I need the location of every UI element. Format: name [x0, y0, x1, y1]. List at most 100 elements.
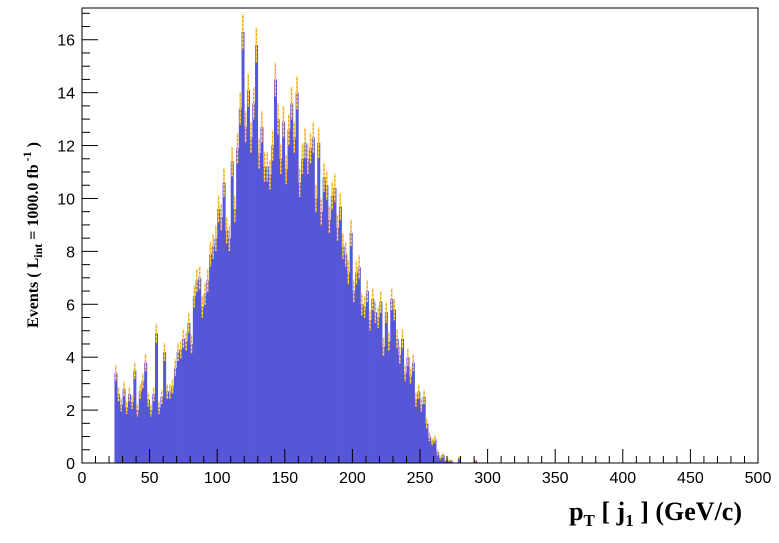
- histogram-bar: [195, 280, 199, 463]
- histogram-bar: [152, 394, 156, 463]
- histogram-bar: [198, 277, 202, 463]
- histogram-bar: [430, 441, 434, 463]
- histogram-bar: [382, 346, 386, 463]
- y-axis-label-middle: = 1000.0 fb: [25, 164, 42, 243]
- histogram-bar: [200, 306, 204, 463]
- histogram-bar: [406, 357, 410, 463]
- histogram-bar: [260, 127, 264, 463]
- histogram-bar: [252, 103, 256, 463]
- y-tick-label: 6: [66, 297, 75, 314]
- histogram-bar: [428, 436, 432, 463]
- histogram-bar: [190, 343, 194, 463]
- histogram-bar: [246, 90, 250, 463]
- histogram-bar: [363, 306, 367, 463]
- y-axis-ticks: 0 2 4 6 8 10 12 14 16: [57, 12, 98, 473]
- histogram-bar: [127, 394, 131, 463]
- histogram-bar: [436, 452, 440, 463]
- y-axis-label-prefix: Events ( L: [25, 258, 42, 328]
- x-tick-label: 200: [339, 470, 366, 487]
- histogram-bar: [263, 166, 267, 463]
- histogram-bar: [328, 219, 332, 463]
- histogram-bar: [133, 370, 137, 463]
- histogram-bar: [409, 375, 413, 463]
- histogram-bar: [325, 185, 329, 464]
- y-tick-label: 12: [57, 139, 75, 156]
- histogram-bar: [203, 293, 207, 463]
- x-axis-label-p-subscript: T: [584, 511, 596, 530]
- histogram-bar: [309, 148, 313, 463]
- histogram-bar: [225, 230, 229, 463]
- histogram-bar: [322, 177, 326, 464]
- histogram-bar: [187, 322, 191, 463]
- x-tick-label: 50: [141, 470, 159, 487]
- histogram-bar: [425, 423, 429, 463]
- x-tick-label: 100: [204, 470, 231, 487]
- histogram-bar: [211, 246, 215, 463]
- histogram-bar: [317, 142, 321, 463]
- histogram-bar: [390, 298, 394, 463]
- histogram-bar: [403, 373, 407, 463]
- histogram-bar: [163, 351, 167, 463]
- histogram-bar: [238, 108, 242, 464]
- histogram-bar: [228, 238, 232, 463]
- histogram-bar: [265, 166, 269, 463]
- histogram-bar: [184, 341, 188, 463]
- histogram-bar: [219, 216, 223, 463]
- histogram-bar: [157, 407, 161, 463]
- histogram-bar: [214, 238, 218, 463]
- histogram-bar: [149, 410, 153, 463]
- histogram-bar: [379, 301, 383, 463]
- x-axis-label-j-subscript: 1: [625, 511, 634, 530]
- y-axis-label-subscript: int: [31, 244, 45, 258]
- histogram-bar: [144, 362, 148, 463]
- histogram-bar: [311, 137, 315, 463]
- histogram-bar: [301, 158, 305, 463]
- histogram-bar: [392, 309, 396, 463]
- histogram-bar: [306, 158, 310, 463]
- histogram-bar: [236, 148, 240, 463]
- histogram-bar: [257, 153, 261, 464]
- histogram-bar: [346, 272, 350, 463]
- histogram-bar: [165, 391, 169, 463]
- histogram-bar: [119, 404, 123, 463]
- histogram-bar: [122, 388, 126, 463]
- histogram-bar: [417, 391, 421, 463]
- histogram-bar: [395, 338, 399, 463]
- y-tick-label: 16: [57, 33, 75, 50]
- histogram-bar: [314, 198, 318, 463]
- histogram-bar: [341, 246, 345, 463]
- histogram-bars: [114, 31, 478, 464]
- y-axis-label-superscript: -1: [20, 151, 34, 164]
- histogram-bar: [255, 45, 259, 463]
- histogram-bar: [192, 296, 196, 463]
- histogram-bar: [155, 333, 159, 463]
- histogram-bar: [355, 272, 359, 463]
- y-tick-label: 14: [57, 86, 75, 103]
- histogram-bar: [117, 394, 121, 463]
- histogram-bar: [376, 317, 380, 463]
- histogram-bar: [433, 439, 437, 463]
- histogram-bar: [360, 304, 364, 463]
- x-tick-label: 250: [407, 470, 434, 487]
- histogram-bar: [319, 211, 323, 463]
- histogram-bar: [173, 367, 177, 463]
- y-tick-label: 4: [66, 350, 75, 367]
- x-tick-label: 500: [745, 470, 772, 487]
- histogram-bar: [420, 404, 423, 463]
- y-tick-label: 10: [57, 191, 75, 208]
- histogram-bar: [333, 187, 337, 463]
- histogram-bar: [344, 254, 348, 463]
- x-axis-label-mid: [ j: [595, 497, 625, 526]
- histogram-bar: [217, 209, 221, 463]
- histogram-bar: [114, 373, 118, 463]
- x-axis-label-suffix: ] (GeV/c): [634, 497, 742, 526]
- histogram-bar: [222, 182, 226, 463]
- x-tick-label: 300: [474, 470, 501, 487]
- histogram-bar: [241, 31, 245, 464]
- histogram-bar: [384, 312, 388, 463]
- histogram-bar: [171, 386, 175, 463]
- x-tick-label: 0: [78, 470, 87, 487]
- y-axis-label-suffix: ): [25, 142, 42, 151]
- histogram-bar: [273, 79, 277, 464]
- histogram-bar: [414, 399, 418, 463]
